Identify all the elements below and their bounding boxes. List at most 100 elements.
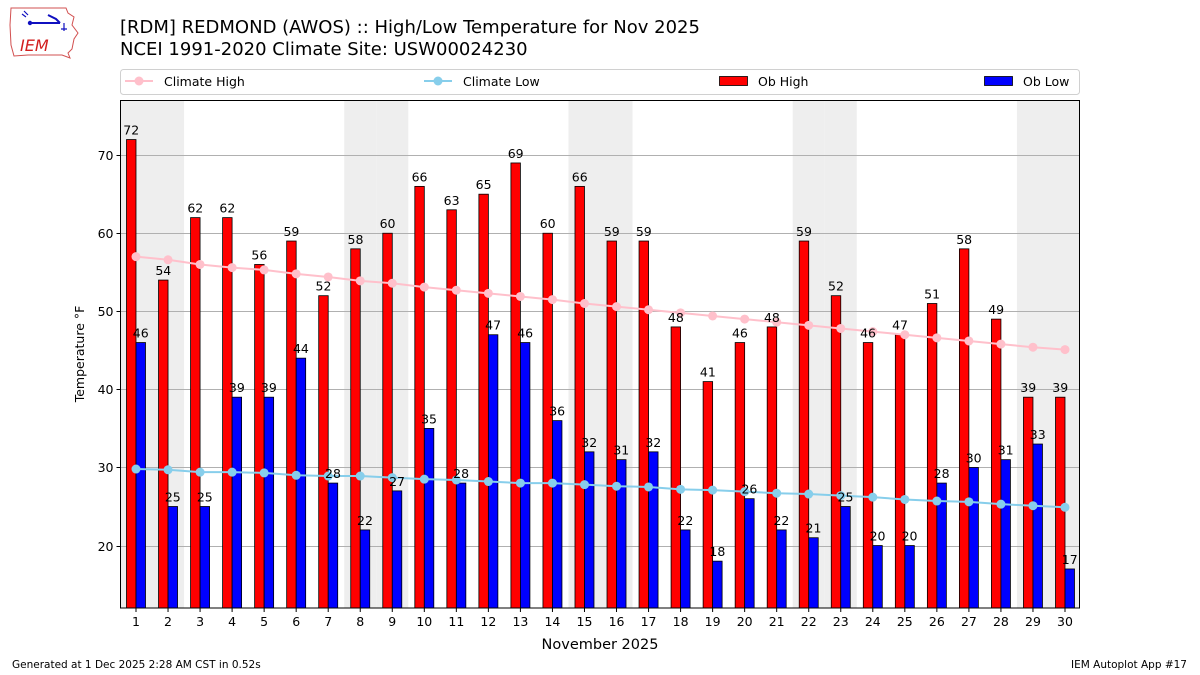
climate-high-marker: [676, 308, 686, 318]
ob-high-bar: [638, 240, 649, 609]
ob-low-bar: [680, 529, 691, 609]
ob-low-value-label: 28: [934, 466, 950, 481]
climate-high-marker: [355, 276, 365, 286]
climate-low-marker: [323, 471, 333, 481]
legend-item-ob-low: Ob Low: [984, 74, 1069, 89]
ob-high-value-label: 66: [572, 169, 588, 184]
data-labels: 72 46 54 25 62 25 62 39 56 39 59 44 52 28 58 22 60 27 66 35…: [123, 123, 1077, 567]
climate-low-marker: [515, 478, 525, 488]
climate-high-marker: [579, 299, 589, 308]
ob-low-value-label: 25: [838, 490, 854, 505]
ob-high-value-label: 62: [187, 201, 203, 216]
ob-low-bar: [1032, 443, 1043, 609]
ob-high-value-label: 52: [828, 279, 844, 294]
ob-low-bar: [904, 545, 915, 609]
climate-high-marker: [259, 265, 269, 275]
ob-high-value-label: 59: [604, 224, 620, 239]
x-tick-label: 18: [673, 614, 689, 629]
ob-low-value-label: 39: [261, 380, 277, 395]
ob-high-value-label: 47: [892, 318, 908, 333]
x-tick-label: 21: [769, 614, 785, 629]
ob-high-value-label: 46: [860, 326, 876, 341]
climate-low-marker: [996, 499, 1006, 509]
y-tick-label: 60: [98, 226, 114, 241]
ob-low-value-label: 17: [1062, 552, 1078, 567]
ob-high-value-label: 63: [444, 193, 460, 208]
y-tick-label: 20: [98, 539, 114, 554]
ob-low-value-label: 35: [421, 411, 437, 426]
ob-low-bar: [231, 396, 243, 609]
climate-low-marker: [964, 497, 974, 507]
ob-low-value-label: 26: [741, 482, 757, 497]
x-tick-label: 10: [416, 614, 432, 629]
climate-high-marker: [900, 330, 910, 340]
ob-low-bar: [648, 451, 659, 609]
ob-low-bar: [391, 490, 403, 609]
ob-low-value-label: 39: [229, 380, 245, 395]
ob-low-bar: [423, 428, 435, 609]
ob-high-value-label: 51: [924, 287, 940, 302]
ob-low-bar: [455, 482, 467, 609]
ob-high-value-label: 60: [540, 216, 556, 231]
ob-high-value-label: 56: [251, 247, 267, 262]
ob-low-bar: [167, 506, 178, 609]
x-tick-label: 24: [865, 614, 881, 629]
ob-low-value-label: 36: [549, 404, 565, 419]
climate-high-marker: [772, 317, 782, 327]
ob-low-bar: [616, 459, 627, 609]
x-tick-label: 16: [609, 614, 625, 629]
ob-high-value-label: 52: [316, 279, 332, 294]
ob-high-value-label: 59: [283, 224, 299, 239]
ob-high-bar: [158, 279, 169, 609]
x-tick-label: 14: [544, 614, 560, 629]
climate-high-marker: [644, 305, 654, 315]
x-tick-label: 15: [577, 614, 593, 629]
x-tick-label: 9: [388, 614, 396, 629]
ob-high-value-label: 59: [796, 224, 812, 239]
ob-low-value-label: 32: [645, 435, 661, 450]
x-tick-label: 22: [801, 614, 817, 629]
x-tick-label: 28: [993, 614, 1009, 629]
ob-high-value-label: 54: [155, 263, 171, 278]
legend-ob-low-swatch-icon: [984, 76, 1013, 86]
climate-high-marker: [419, 282, 429, 292]
x-tick-label: 5: [260, 614, 268, 629]
climate-low-marker: [483, 477, 493, 487]
ob-low-bar: [487, 334, 499, 609]
x-tick-label: 20: [737, 614, 753, 629]
ob-low-value-label: 25: [197, 490, 213, 505]
climate-low-marker: [419, 474, 429, 484]
ob-low-value-label: 22: [773, 513, 789, 528]
ob-high-bar: [958, 248, 970, 609]
ob-high-bar: [798, 240, 810, 609]
ob-low-bar: [263, 396, 275, 609]
x-tick-label: 23: [833, 614, 849, 629]
ob-high-bar: [286, 240, 297, 609]
climate-high-marker: [195, 259, 205, 269]
ob-low-bar: [135, 342, 146, 609]
logo-text: IEM: [20, 36, 49, 55]
x-tick-label: 13: [512, 614, 528, 629]
ob-high-value-label: 39: [1020, 380, 1036, 395]
climate-high-marker: [163, 255, 173, 265]
ob-high-value-label: 41: [700, 365, 716, 380]
ob-high-value-label: 66: [412, 169, 428, 184]
climate-low-marker: [227, 467, 237, 477]
ob-low-value-label: 31: [613, 443, 629, 458]
x-tick-label: 17: [641, 614, 657, 629]
ob-high-bar: [350, 248, 361, 609]
x-tick-label: 2: [164, 614, 172, 629]
ob-high-bar: [190, 217, 201, 609]
ob-high-bar: [766, 326, 778, 609]
ob-high-value-label: 39: [1052, 380, 1068, 395]
x-tick-label: 11: [448, 614, 464, 629]
climate-high-marker: [996, 339, 1006, 349]
climate-low-marker: [547, 478, 557, 488]
climate-high-marker: [451, 285, 461, 295]
ob-low-value-label: 28: [453, 466, 469, 481]
app-label: IEM Autoplot App #17: [1071, 659, 1187, 671]
ob-high-value-label: 49: [988, 302, 1004, 317]
legend: Climate High Climate Low Ob High Ob Low: [120, 69, 1080, 95]
climate-low-marker: [772, 488, 782, 498]
